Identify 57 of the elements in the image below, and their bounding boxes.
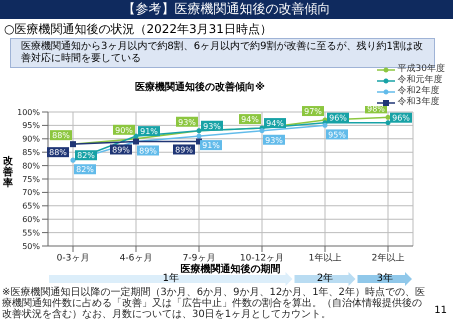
text: 1年 — [162, 273, 179, 284]
point — [322, 122, 328, 128]
legend-label: 令和2年度 — [398, 86, 440, 96]
text: 2年 — [316, 273, 334, 284]
point — [386, 114, 390, 120]
y-axis-title: 改善率 — [2, 156, 14, 189]
chart-subtitle: 医療機関通知後の改善傾向※ — [135, 82, 265, 93]
point — [196, 134, 202, 139]
text: ※医療機関通知日以降の一定期間（3か月、6か月、9か月、12か月、1年、2年）時点での、医療機関通知件数に占める「改善」又は「広告中止」件数の割合を算出。（自治体情報提供後の改善状況を含む）なお、月数については、30日を1ヶ月としてカウント。 — [2, 287, 425, 320]
text: 11 — [434, 305, 447, 316]
data-label: 91% — [202, 141, 220, 150]
point — [134, 134, 138, 139]
data-label: 97% — [304, 107, 322, 116]
data-label: 94% — [241, 115, 260, 124]
legend-label: 令和3年度 — [398, 97, 440, 107]
x-tick-label: 0-3ヶ月 — [56, 253, 90, 264]
text: 医療機関通知から3ヶ月以内で約8割、6ヶ月以内で約9割が改善に至るが、残り約1割は改善対応に時間を要している — [21, 41, 423, 64]
x-axis-title: 医療機関通知後の期間 — [180, 264, 280, 275]
legend-label: 平成30年度 — [398, 64, 445, 74]
x-tick-label: 7-9ヶ月 — [182, 253, 216, 264]
x-tick-label: 2年以上 — [372, 252, 404, 264]
data-label: 93% — [203, 122, 222, 131]
data-label: 96% — [329, 114, 348, 123]
data-label: 89% — [112, 145, 130, 154]
data-label: 89% — [175, 145, 194, 154]
data-label: 82% — [77, 151, 96, 160]
text: ○医療機関通知後の状況（2022年3月31日時点） — [4, 22, 272, 36]
y-tick-label: 95% — [22, 121, 40, 130]
x-tick-label: 10-12ヶ月 — [240, 253, 284, 264]
data-label: 91% — [140, 127, 158, 136]
y-tick-label: 55% — [22, 228, 40, 238]
point — [260, 128, 264, 134]
data-label: 93% — [178, 118, 196, 127]
data-label: 94% — [266, 119, 284, 128]
data-label: 89% — [139, 146, 158, 156]
data-label: 95% — [328, 130, 346, 140]
y-tick-label: 65% — [22, 202, 40, 211]
data-label: 90% — [115, 126, 134, 135]
y-tick-label: 80% — [22, 161, 40, 170]
point — [386, 120, 390, 126]
data-label: 88% — [49, 148, 68, 158]
data-label: 82% — [76, 165, 94, 174]
y-tick-label: 50% — [22, 242, 40, 251]
data-label: 96% — [392, 114, 410, 123]
data-label: 93% — [265, 136, 284, 145]
y-tick-label: 70% — [22, 188, 40, 198]
legend-label: 令和元年度 — [398, 75, 443, 85]
y-tick-label: 60% — [22, 215, 40, 224]
text: 3年 — [376, 273, 393, 284]
x-tick-label: 4-6ヶ月 — [120, 253, 152, 264]
y-tick-label: 100% — [17, 108, 40, 117]
y-tick-label: 90% — [22, 134, 40, 144]
x-tick-label: 1年以上 — [308, 252, 342, 264]
y-tick-label: 85% — [22, 148, 40, 158]
data-label: 88% — [52, 131, 70, 140]
y-tick-label: 75% — [22, 174, 40, 184]
chart-title: 【参考】医療機関通知後の改善傾向 — [122, 2, 330, 17]
